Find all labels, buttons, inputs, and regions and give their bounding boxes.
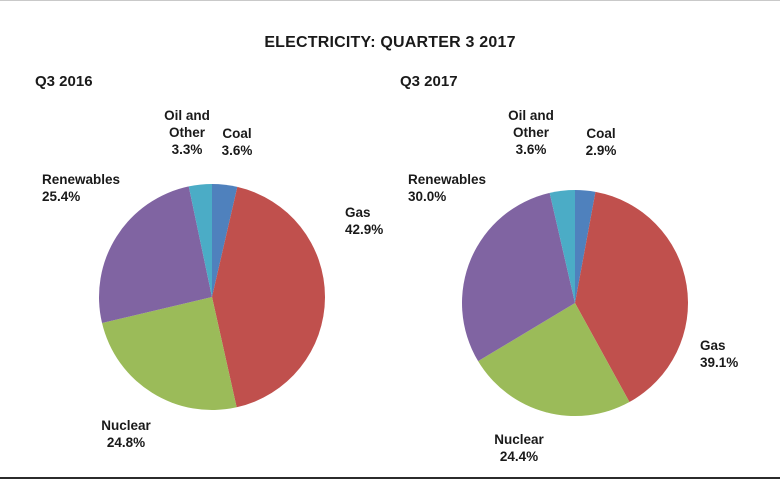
slice-label-text: Coal — [222, 126, 252, 141]
pie-slice-renewables — [462, 192, 575, 362]
pie-slice-oil-and-other — [188, 184, 212, 297]
slice-label-coal: Coal 2.9% — [571, 126, 631, 160]
pie-slice-gas — [575, 191, 688, 403]
slice-label-pct: 3.3% — [171, 141, 203, 157]
slice-label-text: Nuclear — [101, 418, 151, 433]
slice-label-oil-and-other: Oil and Other 3.6% — [501, 108, 561, 159]
pie-slice-nuclear — [478, 303, 630, 416]
panel-q3-2016: Q3 2016 Oil and Other 3.3% Coal 3.6% Ren… — [30, 65, 390, 477]
slice-label-gas: Gas 39.1% — [700, 338, 770, 372]
slice-label-text: Oil and Other — [508, 108, 554, 140]
slice-label-nuclear: Nuclear 24.4% — [481, 432, 557, 466]
slice-label-oil-and-other: Oil and Other 3.3% — [157, 108, 217, 159]
slice-label-renewables: Renewables 25.4% — [42, 172, 142, 206]
slice-label-pct: 39.1% — [700, 354, 739, 370]
pie-slice-renewables — [99, 186, 212, 324]
pie-slice-oil-and-other — [549, 190, 575, 303]
pie-slice-nuclear — [102, 297, 237, 411]
pie-chart-q3-2016 — [99, 184, 325, 411]
slice-label-nuclear: Nuclear 24.8% — [88, 418, 164, 452]
slice-label-pct: 30.0% — [408, 188, 447, 204]
slice-label-text: Renewables — [408, 172, 487, 187]
pie-slice-gas — [212, 186, 325, 408]
slice-label-coal: Coal 3.6% — [207, 126, 267, 160]
slice-label-text: Renewables — [42, 172, 121, 187]
slice-label-text: Gas — [345, 205, 371, 220]
slice-label-pct: 3.6% — [221, 142, 253, 158]
slice-label-pct: 3.6% — [515, 141, 547, 157]
slice-label-pct: 42.9% — [345, 221, 384, 237]
slice-label-text: Coal — [586, 126, 616, 141]
slice-label-pct: 2.9% — [585, 142, 617, 158]
pie-slice-coal — [575, 190, 596, 303]
panel-q3-2017: Q3 2017 Oil and Other 3.6% Coal 2.9% Ren… — [395, 65, 780, 477]
chart-title: ELECTRICITY: QUARTER 3 2017 — [264, 34, 516, 51]
pie-slice-coal — [212, 184, 238, 297]
pie-chart-q3-2017 — [462, 190, 688, 416]
slice-label-renewables: Renewables 30.0% — [408, 172, 508, 206]
slice-label-text: Gas — [700, 338, 726, 353]
panel-title-q3-2017: Q3 2017 — [400, 73, 458, 90]
slice-label-text: Nuclear — [494, 432, 544, 447]
top-divider — [0, 0, 780, 1]
panel-title-q3-2016: Q3 2016 — [35, 73, 93, 90]
slice-label-gas: Gas 42.9% — [345, 205, 415, 239]
slice-label-pct: 24.4% — [499, 448, 539, 464]
bottom-divider — [0, 477, 780, 479]
slice-label-pct: 24.8% — [106, 434, 146, 450]
slice-label-pct: 25.4% — [42, 188, 81, 204]
slice-label-text: Oil and Other — [164, 108, 210, 140]
